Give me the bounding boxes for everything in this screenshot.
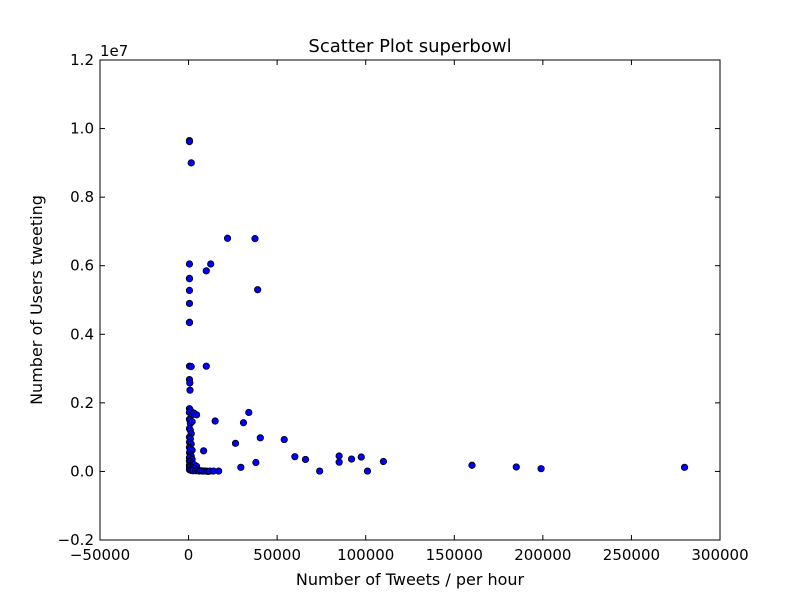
y-offset-text: 1e7 (100, 42, 128, 60)
data-point (254, 286, 262, 294)
data-point (357, 453, 365, 461)
y-tick-label: 0.4 (70, 325, 94, 343)
data-point (239, 419, 248, 427)
x-tick-label: 50000 (253, 546, 301, 564)
data-point (185, 275, 194, 283)
data-point (291, 453, 299, 461)
y-tick-label: 0.2 (70, 394, 94, 412)
data-point (379, 457, 388, 466)
data-point (537, 465, 545, 473)
x-tick-label: 0 (184, 546, 194, 564)
ticks-layer: −50000 0 50000 100000 150000 200000 250000 3000… (58, 51, 749, 564)
data-point (200, 447, 208, 455)
y-tick-label: −0.2 (58, 531, 94, 549)
data-point (512, 463, 520, 471)
data-point (223, 234, 232, 242)
x-tick-label: 150000 (426, 546, 483, 564)
y-tick-label: 0.6 (70, 257, 94, 275)
y-axis-label: Number of Users tweeting (27, 195, 46, 405)
x-axis-label: Number of Tweets / per hour (296, 570, 525, 589)
data-point (185, 319, 194, 327)
y-tick-label: 1.2 (70, 51, 94, 69)
data-point (680, 463, 689, 471)
plot-frame (99, 59, 721, 541)
data-point (215, 467, 223, 475)
data-point (252, 458, 260, 467)
x-tick-label: 300000 (691, 546, 748, 564)
y-tick-label: 0.8 (70, 188, 94, 206)
data-point (245, 408, 253, 417)
data-point (335, 458, 343, 466)
data-point (202, 362, 210, 370)
data-point (207, 260, 215, 268)
data-point (335, 452, 343, 460)
data-point (185, 260, 194, 268)
data-point (185, 299, 194, 308)
x-tick-label: 100000 (337, 546, 394, 564)
chart-title: Scatter Plot superbowl (308, 36, 511, 57)
data-point (211, 417, 219, 425)
data-point (186, 386, 194, 394)
data-point (251, 235, 259, 243)
data-point (468, 461, 476, 469)
x-tick-label: 250000 (603, 546, 660, 564)
data-point (347, 455, 356, 463)
data-point (186, 379, 194, 387)
x-tick-label: −50000 (70, 546, 130, 564)
data-point (192, 411, 201, 419)
data-point (188, 418, 196, 426)
data-point (237, 463, 245, 471)
data-point (256, 434, 264, 442)
data-point (231, 439, 240, 447)
y-tick-label: 1.0 (70, 120, 94, 138)
data-point (316, 467, 324, 475)
y-tick-label: 0.0 (70, 462, 94, 480)
data-point (185, 286, 194, 294)
points-layer (185, 136, 689, 476)
data-point (280, 435, 288, 444)
data-point (301, 455, 310, 464)
data-point (363, 467, 372, 475)
data-point (185, 138, 194, 146)
x-tick-label: 200000 (514, 546, 571, 564)
data-point (202, 267, 210, 275)
data-point (187, 159, 195, 167)
data-point (187, 362, 195, 371)
